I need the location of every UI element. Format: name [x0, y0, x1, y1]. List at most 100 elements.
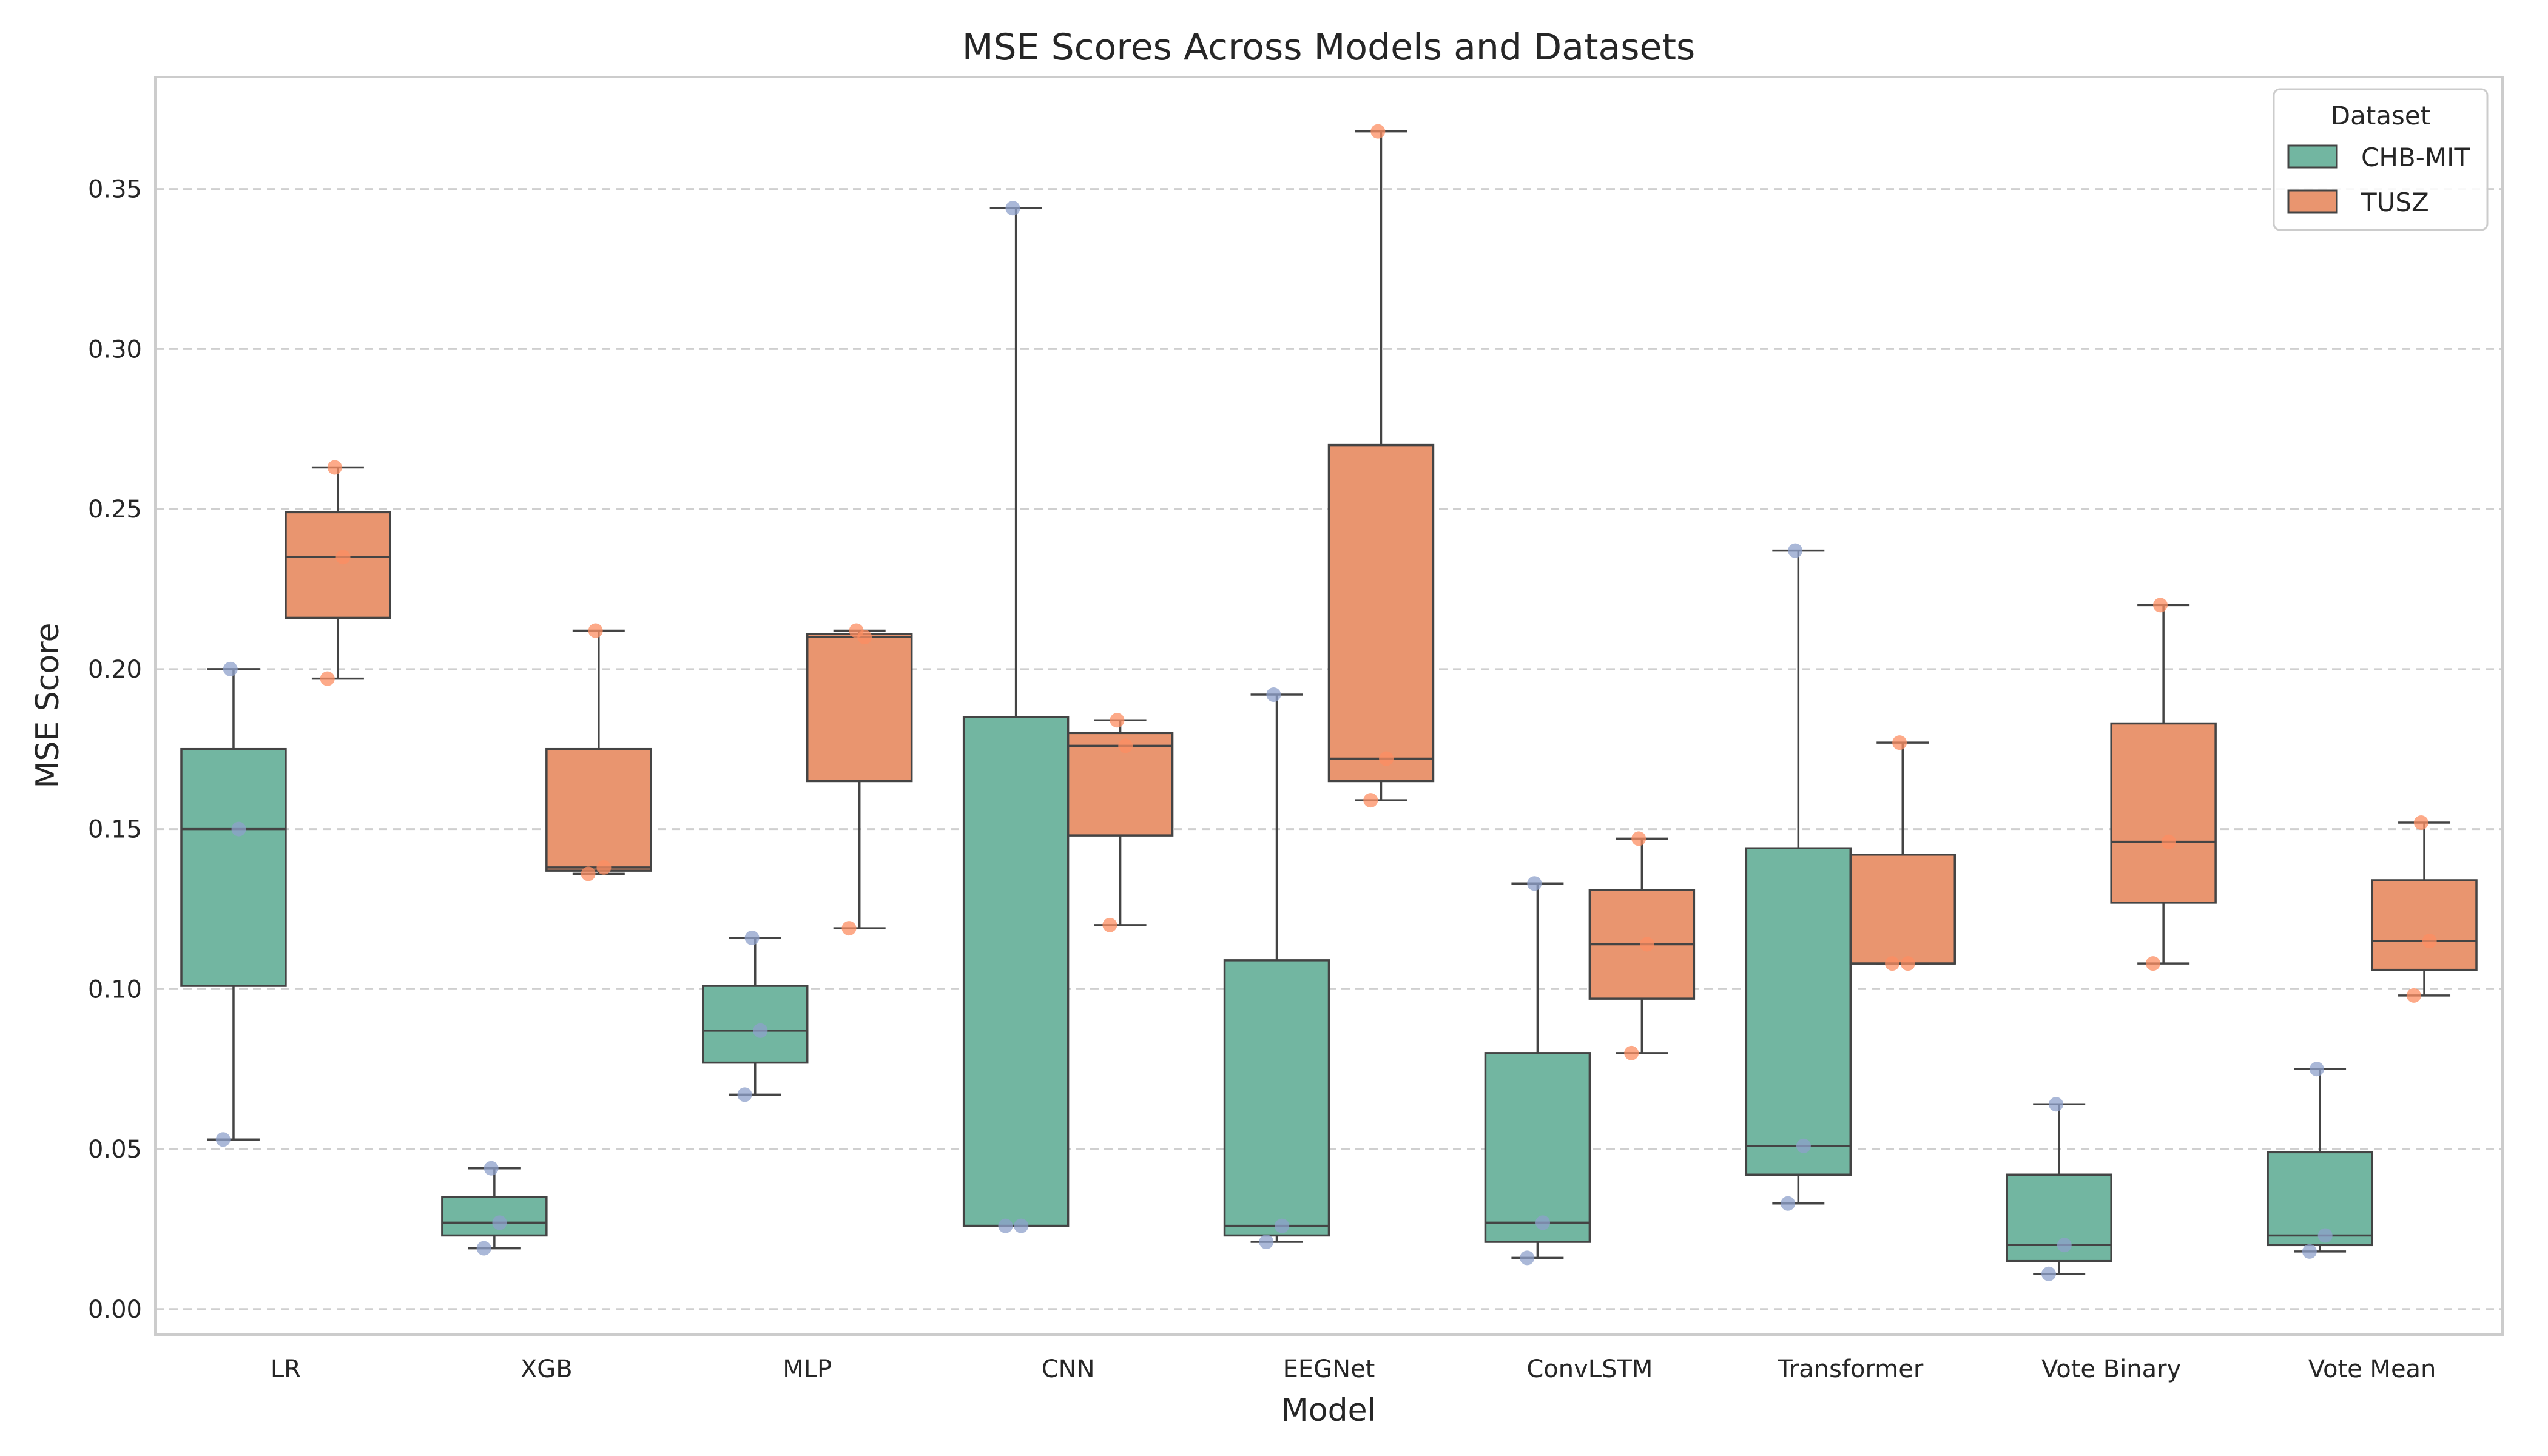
data-point — [2309, 1062, 2324, 1077]
y-tick-label: 0.35 — [88, 176, 142, 204]
box-group-lr-tusz — [285, 460, 391, 686]
data-point — [1118, 738, 1133, 753]
box-xgb-chb-mit — [441, 1196, 548, 1237]
data-point — [1535, 1215, 1551, 1230]
x-tick-label: CNN — [1042, 1355, 1095, 1383]
box-group-convlstm-tusz — [1588, 831, 1696, 1060]
data-point — [753, 1023, 768, 1038]
box-group-xgb-tusz — [545, 623, 652, 881]
data-point — [2145, 956, 2160, 971]
data-point — [231, 821, 246, 837]
data-point — [581, 866, 596, 881]
data-point — [1788, 543, 1803, 558]
box-vote-mean-chb-mit — [2267, 1151, 2373, 1247]
data-point — [2041, 1266, 2056, 1281]
data-point — [484, 1161, 499, 1176]
data-point — [2152, 598, 2168, 613]
x-tick-label: Vote Binary — [2041, 1355, 2181, 1383]
data-point — [1014, 1218, 1029, 1233]
legend-label-tusz: TUSZ — [2361, 187, 2429, 217]
box-group-convlstm-chb-mit — [1484, 876, 1591, 1266]
box-transformer-chb-mit — [1745, 847, 1852, 1176]
legend-label-chb-mit: CHB-MIT — [2361, 143, 2470, 172]
data-point — [2302, 1244, 2317, 1259]
box-transformer-tusz — [1849, 854, 1956, 965]
x-tick-label: LR — [271, 1355, 301, 1383]
data-point — [492, 1215, 507, 1230]
data-point — [588, 623, 603, 638]
box-eegnet-chb-mit — [1223, 959, 1330, 1237]
data-point — [1892, 735, 1907, 750]
data-point — [335, 550, 351, 565]
plot-frame — [154, 76, 2504, 1336]
box-xgb-tusz — [545, 747, 652, 872]
box-group-mlp-tusz — [806, 623, 913, 936]
x-tick-label: XGB — [521, 1355, 573, 1383]
data-point — [1110, 713, 1125, 728]
y-tick-label: 0.05 — [88, 1136, 142, 1164]
data-point — [2057, 1238, 2072, 1253]
y-tick-label: 0.30 — [88, 335, 142, 363]
data-point — [1900, 956, 1915, 971]
box-group-cnn-tusz — [1067, 713, 1174, 932]
data-point — [2406, 988, 2421, 1003]
data-point — [476, 1241, 491, 1256]
x-tick-label: MLP — [783, 1355, 832, 1383]
legend-swatch-tusz — [2287, 189, 2338, 214]
box-vote-binary-tusz — [2110, 722, 2217, 904]
data-point — [737, 1087, 752, 1102]
data-point — [849, 623, 864, 638]
data-point — [2413, 815, 2428, 831]
box-group-eegnet-chb-mit — [1223, 687, 1330, 1250]
ticks-layer: 0.00 0.05 0.10 0.15 0.20 0.25 0.30 0.35 LR XGB MLP… — [88, 176, 2436, 1383]
data-point — [2317, 1228, 2333, 1243]
box-convlstm-chb-mit — [1484, 1052, 1591, 1243]
boxes-layer — [180, 124, 2478, 1281]
data-point — [744, 930, 760, 945]
data-point — [215, 1132, 231, 1147]
x-axis-label: Model — [1281, 1392, 1376, 1429]
data-point — [2422, 934, 2437, 949]
data-point — [1370, 124, 1386, 139]
data-point — [1275, 1218, 1290, 1233]
data-point — [1379, 751, 1394, 766]
x-tick-label: ConvLSTM — [1526, 1355, 1653, 1383]
x-tick-label: EEGNet — [1283, 1355, 1375, 1383]
box-mlp-chb-mit — [702, 985, 809, 1064]
box-eegnet-tusz — [1327, 443, 1435, 783]
data-point — [1639, 937, 1654, 952]
data-point — [327, 460, 342, 475]
data-point — [1796, 1138, 1811, 1153]
box-group-vote-binary-chb-mit — [2006, 1097, 2112, 1281]
data-point — [1102, 917, 1117, 932]
data-point — [2049, 1097, 2064, 1112]
box-group-xgb-chb-mit — [441, 1161, 548, 1256]
box-group-vote-mean-tusz — [2371, 815, 2478, 1003]
box-vote-mean-tusz — [2371, 879, 2478, 971]
data-point — [1527, 876, 1542, 891]
legend: Dataset CHB-MIT TUSZ — [2273, 88, 2489, 231]
box-group-eegnet-tusz — [1327, 124, 1435, 808]
data-point — [1005, 201, 1020, 216]
box-group-vote-binary-tusz — [2110, 598, 2217, 971]
data-point — [1885, 956, 1900, 971]
legend-title: Dataset — [2331, 101, 2430, 130]
x-tick-label: Transformer — [1777, 1355, 1924, 1383]
box-group-cnn-chb-mit — [962, 201, 1070, 1233]
data-point — [1624, 1045, 1639, 1060]
data-point — [1781, 1196, 1796, 1211]
box-group-vote-mean-chb-mit — [2267, 1062, 2373, 1259]
box-lr-tusz — [285, 511, 391, 619]
y-tick-label: 0.25 — [88, 496, 142, 524]
box-lr-chb-mit — [180, 747, 287, 987]
legend-swatch-chb-mit — [2287, 144, 2338, 169]
y-tick-label: 0.10 — [88, 976, 142, 1003]
y-axis-label: MSE Score — [30, 623, 66, 789]
data-point — [1259, 1235, 1274, 1250]
data-point — [596, 860, 612, 875]
box-group-transformer-chb-mit — [1745, 543, 1852, 1211]
data-point — [223, 661, 238, 676]
chart-title: MSE Scores Across Models and Datasets — [962, 26, 1696, 69]
data-point — [841, 921, 857, 936]
